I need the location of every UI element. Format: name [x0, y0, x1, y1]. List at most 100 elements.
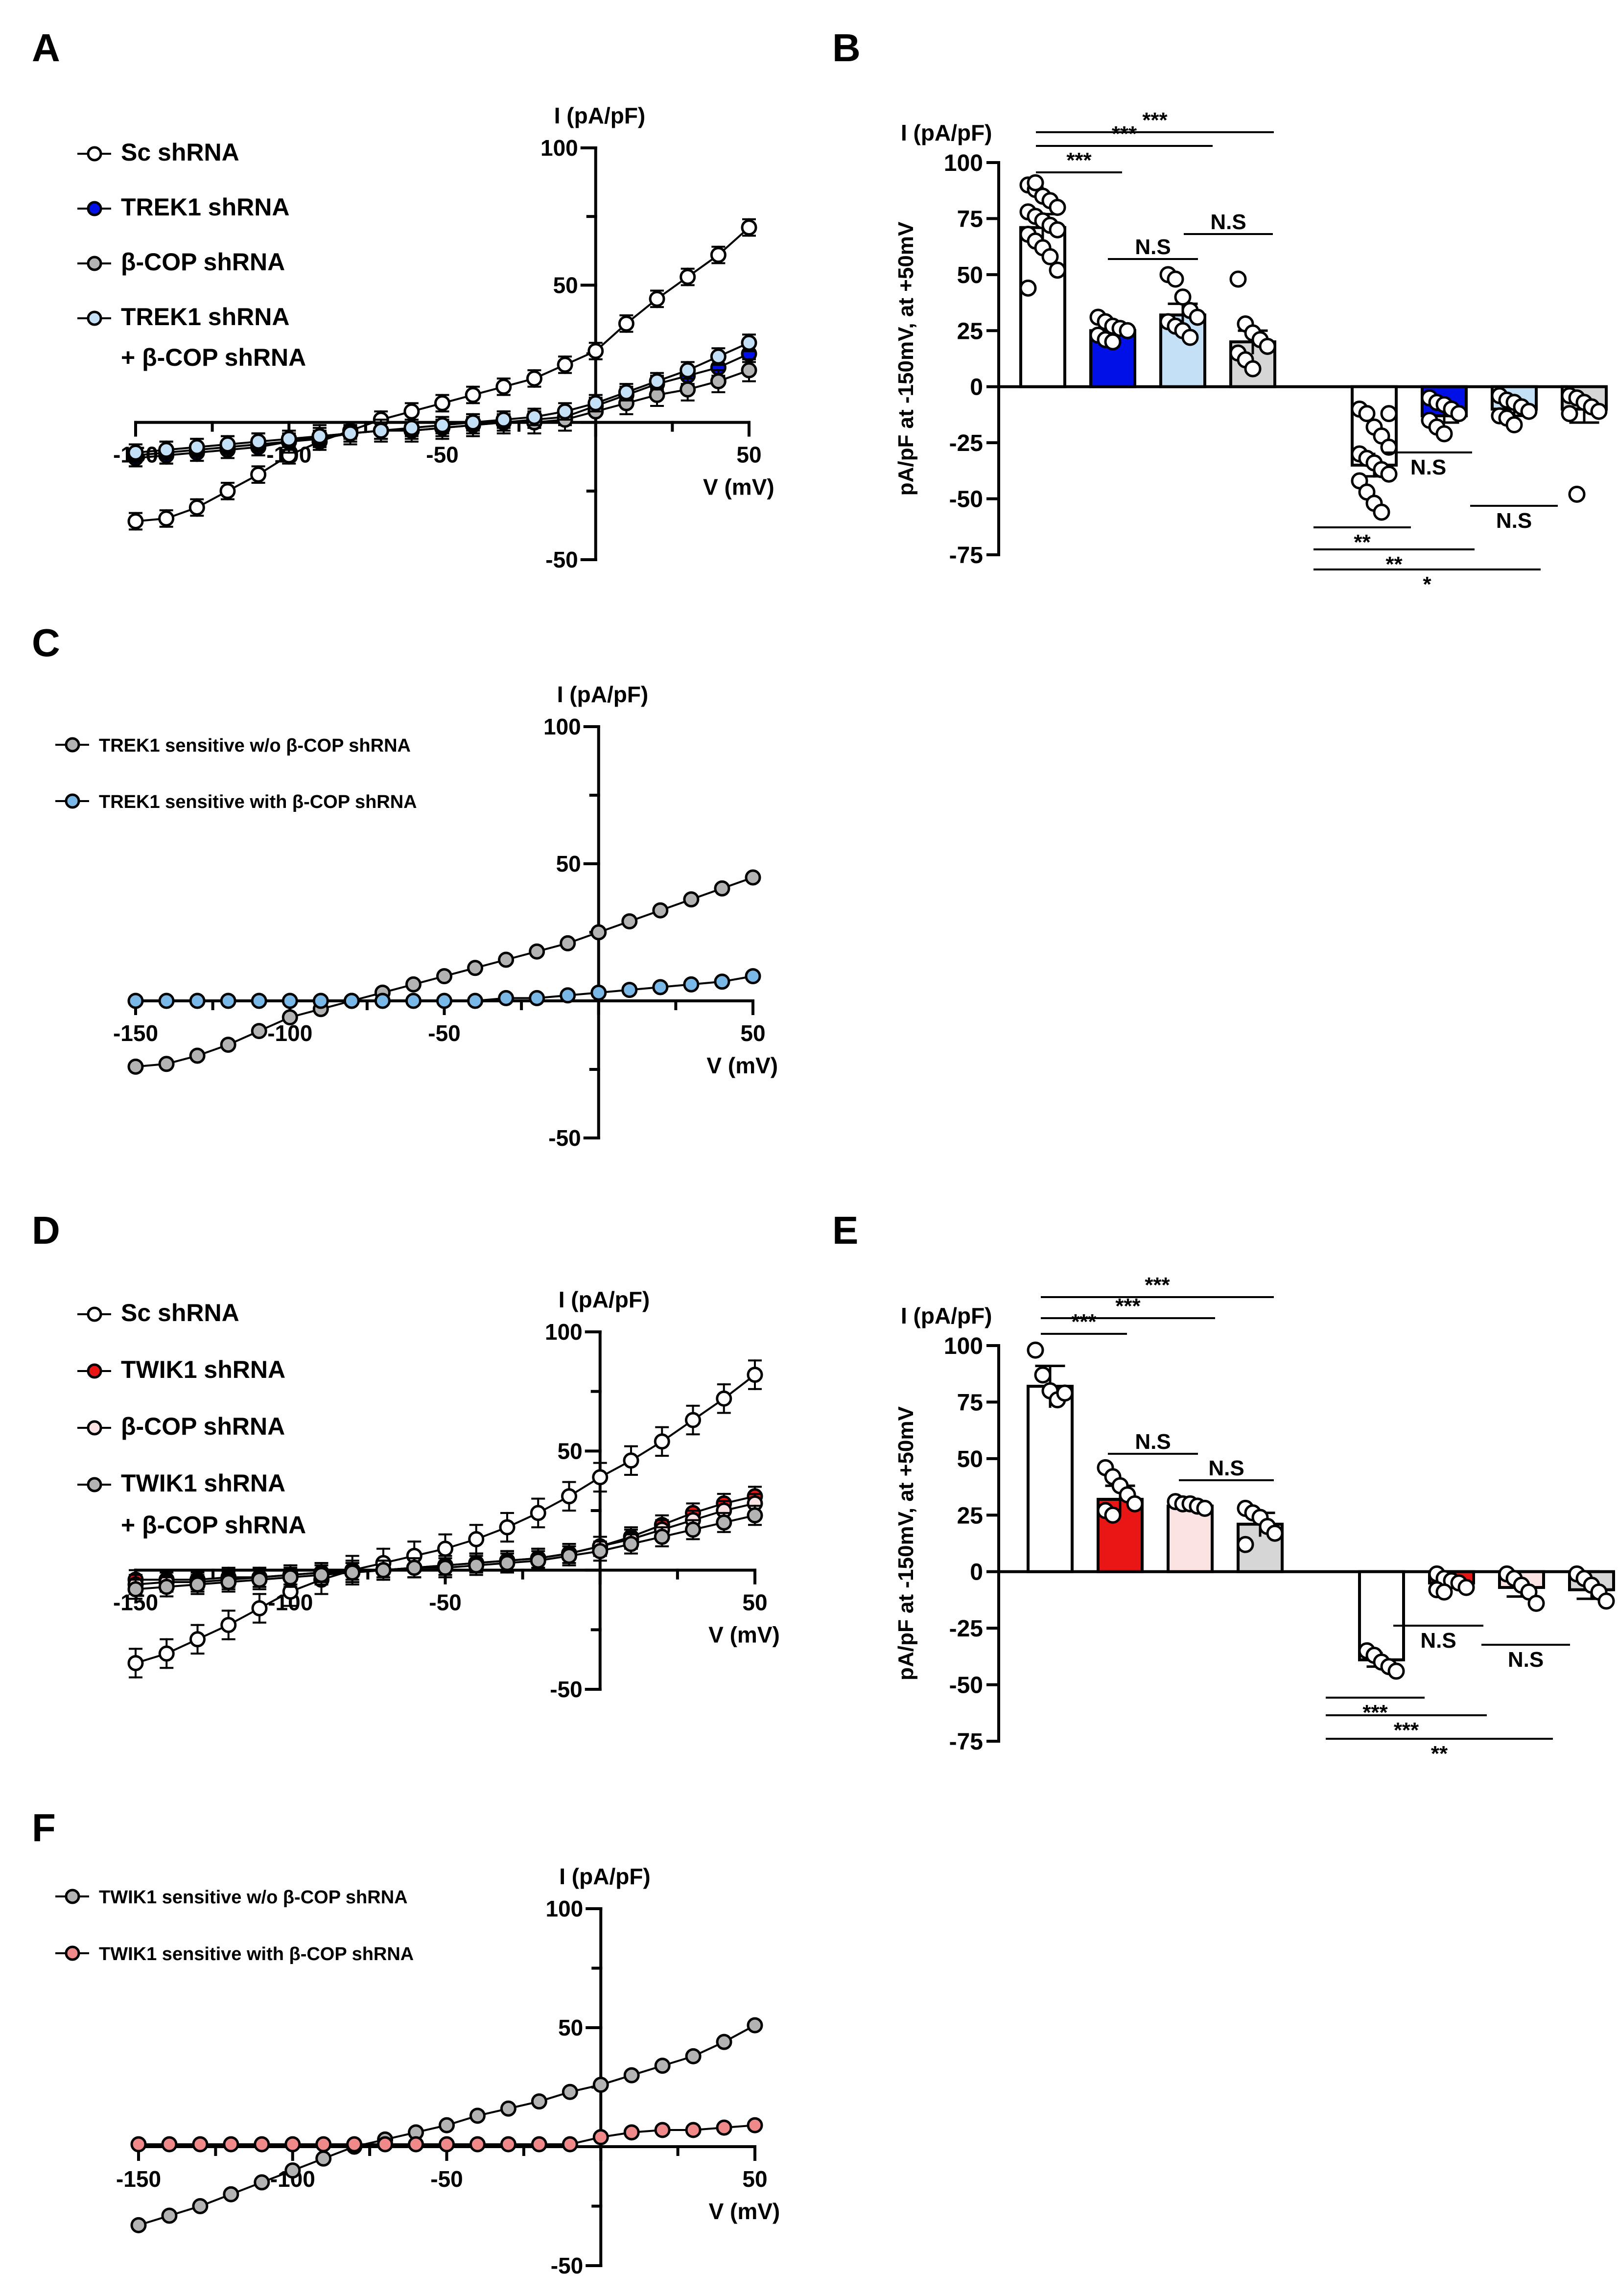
series	[130, 2117, 763, 2153]
data-point	[281, 1009, 298, 1026]
data-point	[188, 439, 205, 455]
bar-group	[1568, 1565, 1615, 1610]
data-point	[158, 442, 175, 458]
legend: Sc shRNA TWIK1 shRNA β-COP shRNA TWIK1 shRN…	[77, 1299, 306, 1539]
data-point	[1049, 199, 1066, 216]
panel-b: 100 75 50 25 0 -25 -50 -75 I (pA/pF) pA/pF at -15…	[894, 108, 1608, 596]
y-tick-label: -50	[949, 487, 983, 513]
bar-group	[1561, 385, 1608, 503]
data-point	[1373, 503, 1390, 521]
y-tick-label: 75	[957, 206, 983, 232]
bar-group	[1167, 1493, 1214, 1573]
data-point	[741, 219, 757, 236]
data-point	[158, 1645, 175, 1662]
data-point	[189, 1576, 206, 1593]
data-point	[1244, 360, 1262, 378]
significance-label: N.S	[1208, 1456, 1244, 1480]
y-axis-title: I (pA/pF)	[559, 1287, 650, 1312]
data-point	[621, 982, 638, 998]
data-point	[220, 1037, 236, 1053]
data-point	[189, 1047, 206, 1064]
data-point	[130, 2217, 147, 2233]
data-point	[282, 1569, 299, 1586]
legend-marker	[87, 1420, 102, 1436]
data-point	[495, 379, 512, 395]
panel-label-c: C	[32, 621, 60, 664]
data-point	[680, 381, 696, 398]
data-point	[434, 395, 450, 411]
data-point	[406, 1560, 422, 1576]
x-tick-label: 50	[740, 1020, 765, 1046]
data-point	[436, 993, 452, 1009]
data-point	[498, 951, 515, 968]
data-point	[1597, 1592, 1615, 1610]
data-point	[716, 1390, 732, 1407]
data-point	[439, 2117, 455, 2133]
data-point	[281, 430, 297, 447]
y-tick-label: 100	[545, 1319, 583, 1345]
legend-label: TREK1 shRNA	[121, 303, 289, 331]
data-point	[530, 1552, 546, 1569]
x-tick-label: -150	[116, 2166, 161, 2192]
data-point	[590, 924, 607, 941]
data-point	[346, 2136, 363, 2153]
legend-marker	[65, 1945, 80, 1961]
data-point	[714, 880, 730, 897]
data-point	[587, 395, 604, 411]
data-point	[1229, 270, 1247, 288]
data-point	[680, 269, 696, 285]
data-point	[377, 2136, 394, 2153]
data-point	[590, 984, 607, 1001]
significance-label: ***	[1145, 1273, 1170, 1297]
data-point	[189, 993, 206, 1009]
y-axis-title: I (pA/pF)	[554, 103, 646, 128]
data-point	[716, 2119, 732, 2136]
y-axis-title: pA/pF at -150mV, at +50mV	[894, 1406, 918, 1681]
legend-label: + β-COP shRNA	[121, 344, 306, 371]
legend: TWIK1 sensitive w/o β-COP shRNA TWIK1 sen…	[55, 1887, 414, 1965]
data-point	[465, 414, 481, 431]
series	[130, 2017, 763, 2233]
legend-label: TREK1 sensitive with β-COP shRNA	[99, 792, 417, 812]
data-point	[562, 2083, 578, 2100]
significance-label: N.S	[1135, 235, 1171, 259]
data-point	[621, 913, 638, 930]
legend-label: TWIK1 shRNA	[121, 1469, 285, 1497]
significance-label: N.S	[1210, 210, 1246, 234]
legend-label: Sc shRNA	[121, 1299, 239, 1326]
data-point	[281, 993, 298, 1009]
legend-marker	[65, 1889, 80, 1904]
data-point	[683, 891, 700, 908]
data-point	[312, 993, 329, 1009]
data-point	[161, 2207, 178, 2224]
x-tick-label: -150	[113, 1020, 158, 1046]
data-point	[1266, 1524, 1284, 1542]
series	[127, 218, 757, 531]
legend-marker	[87, 1363, 102, 1379]
data-point	[747, 2017, 763, 2034]
data-point	[741, 334, 757, 351]
y-tick-label: 50	[558, 2015, 583, 2040]
data-point	[685, 1412, 701, 1428]
data-point	[439, 2136, 455, 2153]
data-point	[1019, 279, 1037, 297]
y-tick-label: 50	[558, 1438, 583, 1464]
data-point	[500, 2136, 516, 2153]
legend-label: TREK1 shRNA	[121, 193, 289, 221]
data-point	[1034, 1366, 1052, 1384]
data-point	[469, 2136, 486, 2153]
data-point	[1435, 1583, 1453, 1601]
data-point	[592, 1469, 609, 1486]
data-point	[654, 2122, 671, 2138]
data-point	[1259, 337, 1276, 355]
series	[127, 968, 761, 1009]
data-point	[1174, 288, 1192, 306]
data-point	[254, 2174, 270, 2191]
data-point	[127, 513, 144, 530]
y-tick-label: 0	[970, 375, 983, 401]
bar-group	[1498, 1565, 1545, 1612]
